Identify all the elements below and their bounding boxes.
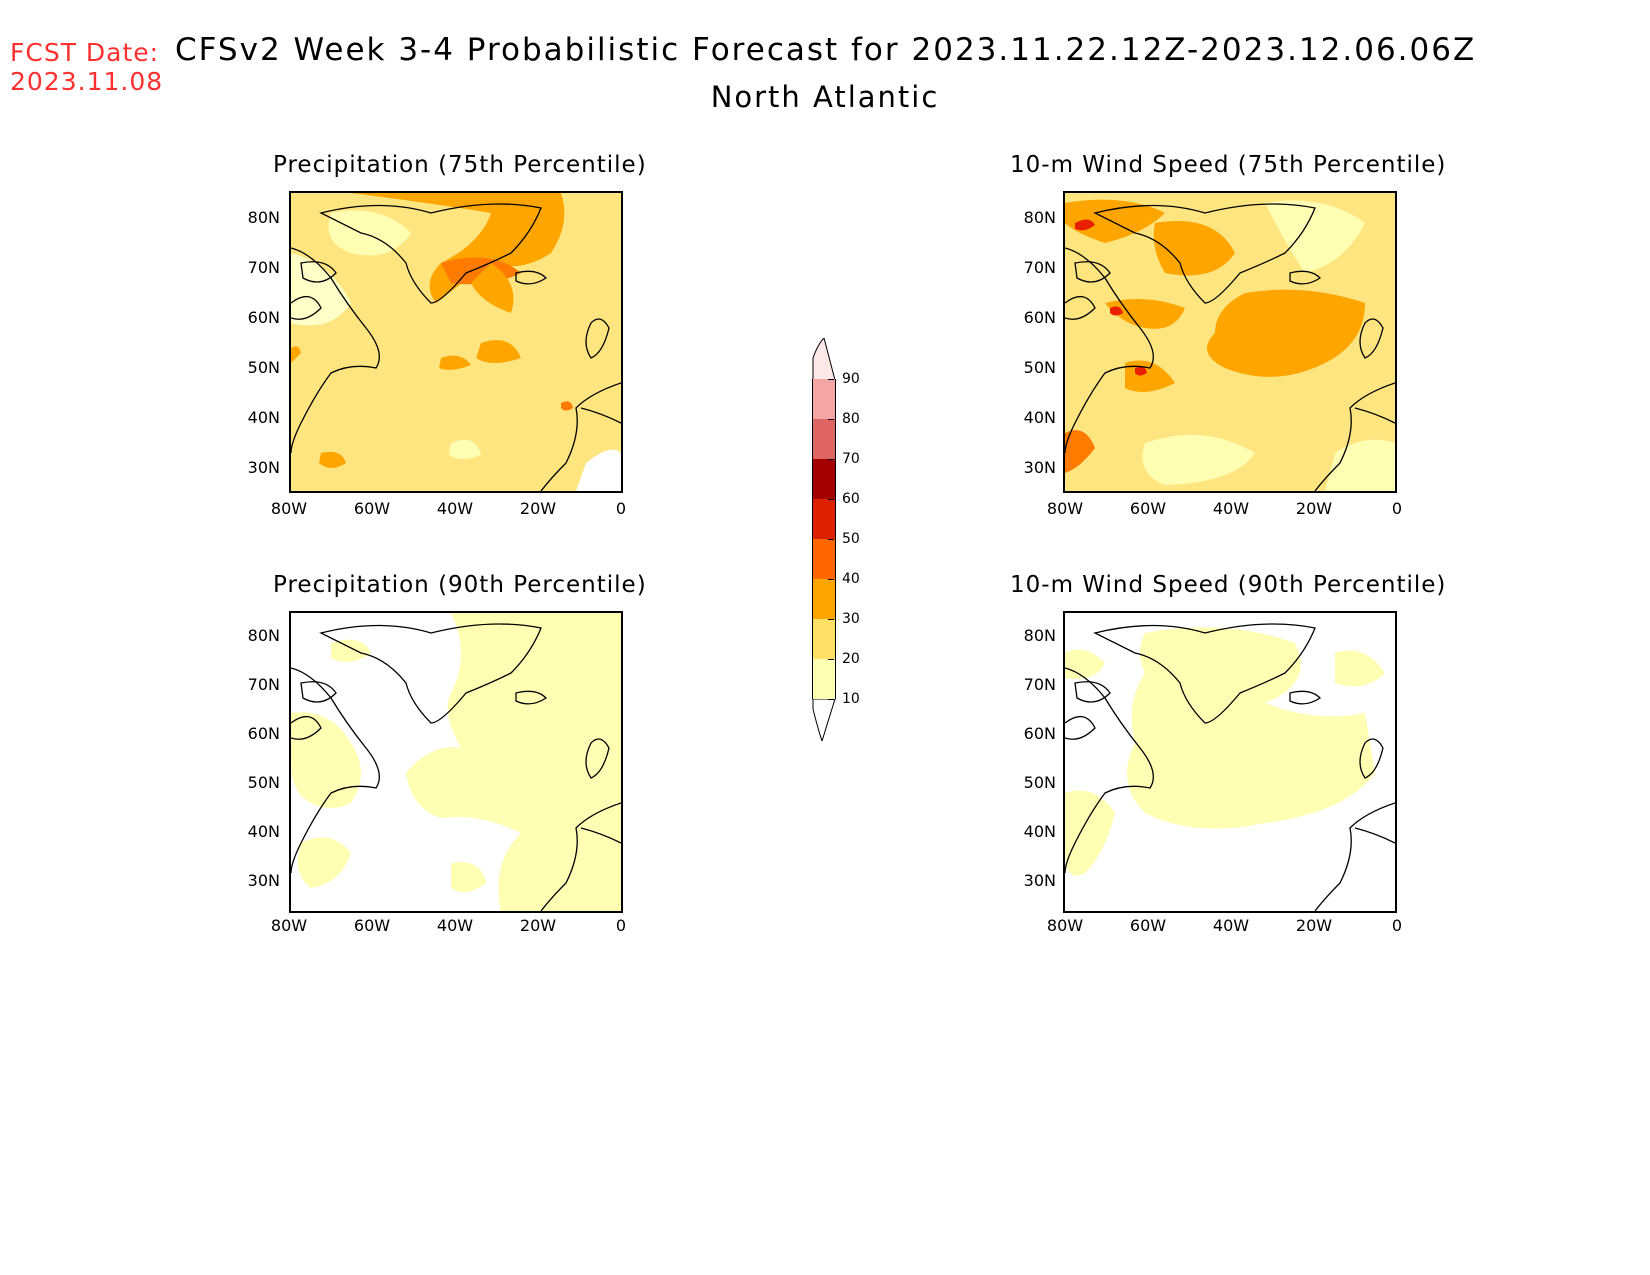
colorbar-tick xyxy=(828,419,834,420)
colorbar-label: 20 xyxy=(842,651,860,667)
lat-label: 60N xyxy=(1023,308,1056,327)
colorbar-label: 80 xyxy=(842,411,860,427)
lat-label: 70N xyxy=(247,258,280,277)
colorbar-tick xyxy=(828,659,834,660)
lat-label: 60N xyxy=(247,308,280,327)
panel-title-precip-90: Precipitation (90th Percentile) xyxy=(273,572,647,598)
colorbar-label: 70 xyxy=(842,451,860,467)
lon-label: 20W xyxy=(1295,916,1333,935)
lat-label: 40N xyxy=(1023,822,1056,841)
colorbar-segment xyxy=(812,419,836,459)
colorbar-segment xyxy=(812,499,836,539)
lon-label: 60W xyxy=(1129,916,1167,935)
colorbar-tick xyxy=(828,459,834,460)
colorbar-segment xyxy=(812,659,836,699)
lat-label: 70N xyxy=(1023,258,1056,277)
fcst-label: FCST Date: xyxy=(10,38,160,67)
lat-label: 40N xyxy=(247,408,280,427)
colorbar-label: 10 xyxy=(842,691,860,707)
fcst-date: FCST Date: 2023.11.08 xyxy=(10,38,163,96)
lon-label: 60W xyxy=(1129,499,1167,518)
lat-label: 50N xyxy=(1023,773,1056,792)
lon-label: 60W xyxy=(353,499,391,518)
lat-label: 50N xyxy=(247,358,280,377)
lat-label: 30N xyxy=(247,871,280,890)
colorbar-label: 90 xyxy=(842,371,860,387)
colorbar-tick xyxy=(828,579,834,580)
lon-label: 60W xyxy=(353,916,391,935)
lat-label: 30N xyxy=(1023,458,1056,477)
lon-label: 80W xyxy=(270,499,308,518)
lon-label: 20W xyxy=(519,499,557,518)
colorbar-segment xyxy=(812,459,836,499)
map-precip-90 xyxy=(289,611,623,913)
lat-label: 80N xyxy=(247,208,280,227)
map-wind-90 xyxy=(1063,611,1397,913)
map-wind-75 xyxy=(1063,191,1397,493)
colorbar-tick xyxy=(828,539,834,540)
lat-label: 50N xyxy=(247,773,280,792)
colorbar-tick xyxy=(828,379,834,380)
lat-label: 70N xyxy=(247,675,280,694)
colorbar-segment xyxy=(812,379,836,419)
lat-label: 80N xyxy=(247,626,280,645)
panel-title-wind-75: 10-m Wind Speed (75th Percentile) xyxy=(1010,152,1447,178)
lon-label: 20W xyxy=(519,916,557,935)
colorbar-top-cap xyxy=(812,338,836,380)
lat-label: 30N xyxy=(247,458,280,477)
colorbar-segment xyxy=(812,579,836,619)
region-subtitle: North Atlantic xyxy=(710,80,940,114)
lon-label: 20W xyxy=(1295,499,1333,518)
lon-label: 40W xyxy=(1212,916,1250,935)
colorbar-segment xyxy=(812,539,836,579)
lon-label: 0 xyxy=(1391,499,1403,518)
panel-title-wind-90: 10-m Wind Speed (90th Percentile) xyxy=(1010,572,1447,598)
colorbar-tick xyxy=(828,499,834,500)
lon-label: 80W xyxy=(270,916,308,935)
map-precip-75 xyxy=(289,191,623,493)
colorbar-label: 40 xyxy=(842,571,860,587)
lat-label: 40N xyxy=(1023,408,1056,427)
colorbar-label: 30 xyxy=(842,611,860,627)
lon-label: 80W xyxy=(1046,499,1084,518)
lon-label: 0 xyxy=(615,499,627,518)
lon-label: 40W xyxy=(436,499,474,518)
colorbar-tick xyxy=(828,699,834,700)
lat-label: 40N xyxy=(247,822,280,841)
lat-label: 70N xyxy=(1023,675,1056,694)
colorbar-tick xyxy=(828,619,834,620)
lat-label: 80N xyxy=(1023,208,1056,227)
lon-label: 80W xyxy=(1046,916,1084,935)
lat-label: 60N xyxy=(247,724,280,743)
main-title: CFSv2 Week 3-4 Probabilistic Forecast fo… xyxy=(175,32,1477,68)
lon-label: 40W xyxy=(436,916,474,935)
lat-label: 50N xyxy=(1023,358,1056,377)
colorbar-bottom-cap xyxy=(812,699,836,741)
fcst-date-value: 2023.11.08 xyxy=(10,67,164,96)
lat-label: 80N xyxy=(1023,626,1056,645)
lon-label: 40W xyxy=(1212,499,1250,518)
colorbar-label: 60 xyxy=(842,491,860,507)
lat-label: 30N xyxy=(1023,871,1056,890)
lat-label: 60N xyxy=(1023,724,1056,743)
lon-label: 0 xyxy=(615,916,627,935)
colorbar-segment xyxy=(812,619,836,659)
colorbar-label: 50 xyxy=(842,531,860,547)
panel-title-precip-75: Precipitation (75th Percentile) xyxy=(273,152,647,178)
lon-label: 0 xyxy=(1391,916,1403,935)
